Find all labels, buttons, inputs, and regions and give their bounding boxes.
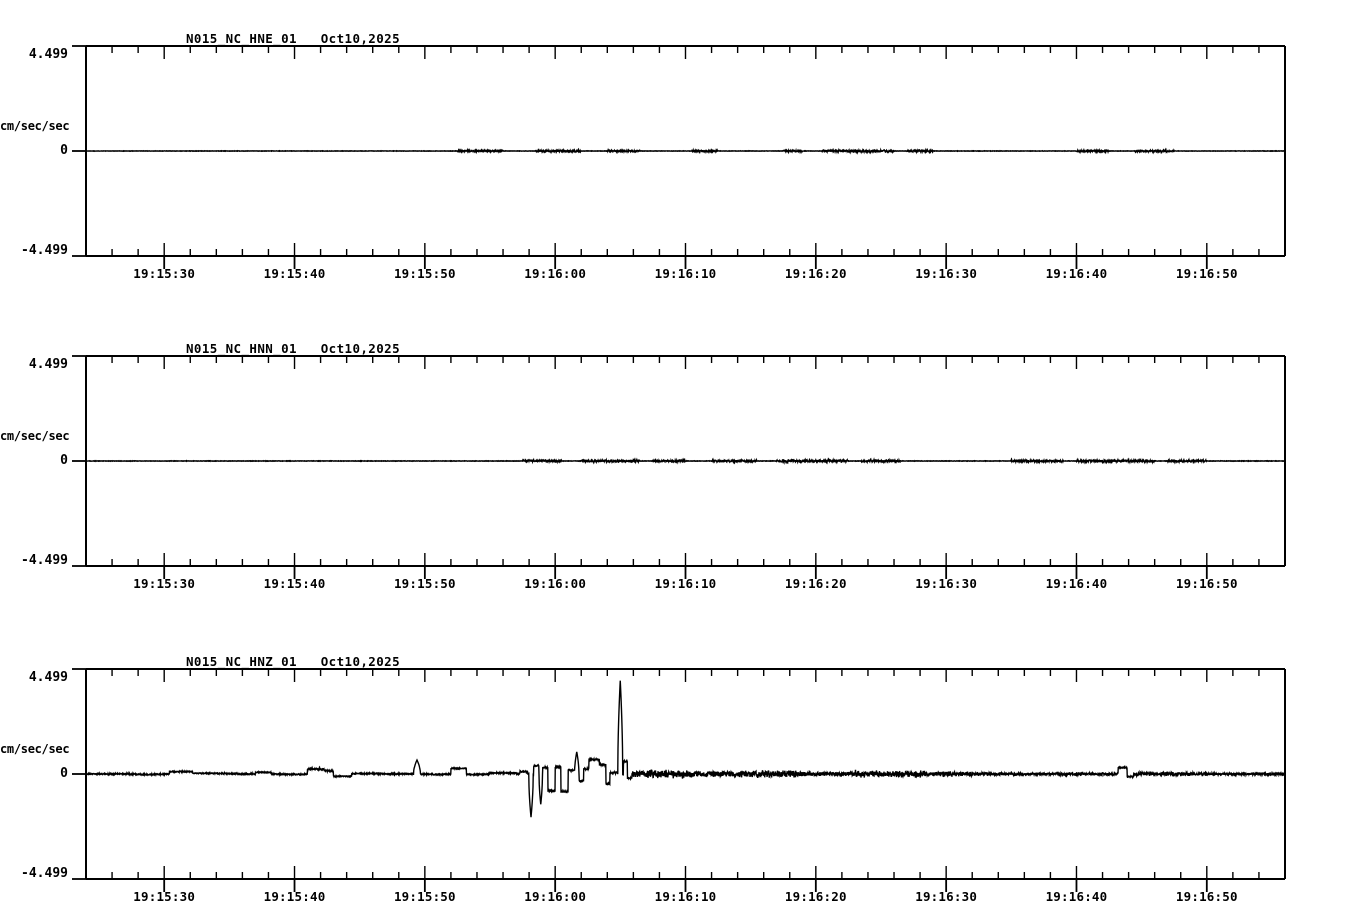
x-axis-tick-label: 19:16:40 bbox=[1045, 266, 1108, 281]
x-axis-tick-label: 19:16:10 bbox=[654, 889, 717, 904]
x-axis-ticks-top-hnz bbox=[111, 669, 1286, 682]
y-axis-unit-label-hne: cm/sec/sec bbox=[0, 119, 70, 133]
x-axis-tick-label: 19:15:40 bbox=[263, 576, 326, 591]
x-axis-tick-label: 19:15:40 bbox=[263, 889, 326, 904]
x-axis-ticks-bottom-hnz bbox=[111, 866, 1286, 892]
y-axis-min-label-hnn: -4.499 bbox=[21, 553, 68, 568]
x-axis-ticks-top-hne bbox=[111, 46, 1286, 59]
x-axis-tick-label: 19:15:30 bbox=[133, 266, 196, 281]
y-axis-zero-label-hnz: 0 bbox=[60, 766, 68, 781]
y-axis-ticks-hnz bbox=[72, 668, 86, 880]
y-axis-unit-label-hnz: cm/sec/sec bbox=[0, 742, 70, 756]
panel-title-hne: N015_NC_HNE_01 Oct10,2025 bbox=[186, 31, 401, 46]
x-axis-tick-label: 19:16:00 bbox=[524, 576, 587, 591]
x-axis-tick-label: 19:16:20 bbox=[784, 576, 847, 591]
waveform-plot-hne bbox=[72, 45, 1286, 269]
x-axis-tick-label: 19:15:50 bbox=[393, 576, 456, 591]
x-axis-tick-label: 19:15:30 bbox=[133, 889, 196, 904]
x-axis-tick-label: 19:16:10 bbox=[654, 266, 717, 281]
waveform-plot-hnn bbox=[72, 355, 1286, 579]
y-axis-max-label-hnn: 4.499 bbox=[28, 357, 68, 372]
y-axis-ticks-hnn bbox=[72, 355, 86, 567]
waveform-panel-hnz: N015_NC_HNZ_01 Oct10,2025 4.499 cm/sec/s… bbox=[0, 613, 1358, 924]
seismic-trace-hnn bbox=[85, 457, 1286, 465]
y-axis-ticks-hne bbox=[72, 45, 86, 257]
y-axis-max-label-hnz: 4.499 bbox=[28, 670, 68, 685]
panel-title-hnn: N015_NC_HNN_01 Oct10,2025 bbox=[186, 341, 401, 356]
panel-title-hnz: N015_NC_HNZ_01 Oct10,2025 bbox=[186, 654, 401, 669]
x-axis-ticks-bottom-hnn bbox=[111, 553, 1286, 579]
waveform-panel-hnn: N015_NC_HNN_01 Oct10,2025 4.499 cm/sec/s… bbox=[0, 303, 1358, 603]
x-axis-ticks-top-hnn bbox=[111, 356, 1286, 369]
x-axis-tick-label: 19:16:40 bbox=[1045, 889, 1108, 904]
x-axis-tick-label: 19:16:20 bbox=[784, 889, 847, 904]
y-axis-zero-label-hnn: 0 bbox=[60, 453, 68, 468]
x-axis-tick-label: 19:16:50 bbox=[1175, 889, 1238, 904]
x-axis-tick-label: 19:16:00 bbox=[524, 266, 587, 281]
x-axis-tick-label: 19:16:50 bbox=[1175, 266, 1238, 281]
y-axis-max-label-hne: 4.499 bbox=[28, 47, 68, 62]
x-axis-ticks-bottom-hne bbox=[111, 243, 1286, 269]
y-axis-unit-label-hnn: cm/sec/sec bbox=[0, 429, 70, 443]
waveform-plot-hnz bbox=[72, 668, 1286, 892]
x-axis-tick-label: 19:16:30 bbox=[915, 889, 978, 904]
x-axis-tick-label: 19:16:00 bbox=[524, 889, 587, 904]
y-axis-min-label-hne: -4.499 bbox=[21, 243, 68, 258]
x-axis-tick-label: 19:16:30 bbox=[915, 266, 978, 281]
x-axis-tick-label: 19:16:40 bbox=[1045, 576, 1108, 591]
x-axis-tick-label: 19:16:50 bbox=[1175, 576, 1238, 591]
y-axis-zero-label-hne: 0 bbox=[60, 143, 68, 158]
waveform-panel-hne: N015_NC_HNE_01 Oct10,2025 4.499 cm/sec/s… bbox=[0, 0, 1358, 300]
y-axis-min-label-hnz: -4.499 bbox=[21, 866, 68, 881]
seismic-trace-hne bbox=[85, 147, 1285, 155]
x-axis-tick-label: 19:15:30 bbox=[133, 576, 196, 591]
seismic-trace-hnz bbox=[85, 680, 1286, 818]
x-axis-tick-label: 19:16:10 bbox=[654, 576, 717, 591]
x-axis-tick-label: 19:15:50 bbox=[393, 889, 456, 904]
x-axis-tick-label: 19:16:30 bbox=[915, 576, 978, 591]
x-axis-tick-label: 19:16:20 bbox=[784, 266, 847, 281]
x-axis-tick-label: 19:15:50 bbox=[393, 266, 456, 281]
x-axis-tick-label: 19:15:40 bbox=[263, 266, 326, 281]
